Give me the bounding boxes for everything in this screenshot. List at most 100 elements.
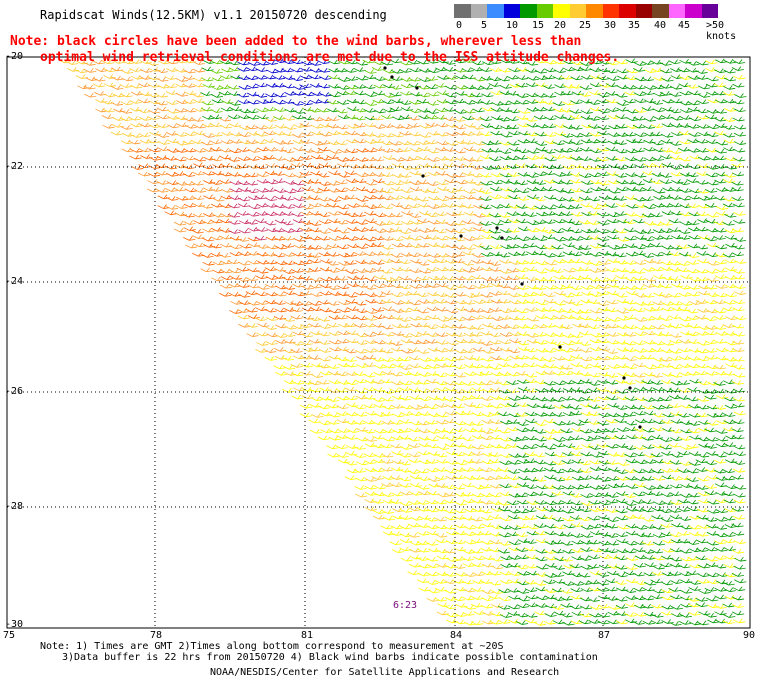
wind-barb — [454, 500, 468, 506]
wind-barb — [624, 227, 637, 233]
wind-barb — [679, 90, 692, 96]
wind-barb — [255, 291, 268, 297]
wind-barb — [669, 491, 682, 497]
wind-barb — [364, 442, 377, 448]
wind-barb — [156, 77, 169, 82]
wind-barb — [687, 356, 700, 361]
wind-barb — [542, 434, 555, 440]
wind-barb — [192, 170, 205, 176]
wind-barb — [489, 346, 503, 352]
wind-barb — [407, 227, 421, 232]
wind-barb — [535, 556, 548, 562]
wind-barb — [623, 98, 636, 104]
wind-barb — [471, 124, 484, 130]
wind-barb — [434, 298, 447, 304]
wind-barb — [453, 546, 467, 552]
wind-barb — [229, 251, 242, 256]
wind-barb — [416, 500, 429, 505]
wind-barb — [516, 299, 529, 304]
wind-barb — [219, 218, 232, 224]
wind-barb — [435, 155, 449, 161]
wind-barb — [596, 365, 610, 370]
wind-barb — [624, 90, 637, 96]
wind-barb — [615, 59, 629, 65]
wind-barb — [543, 370, 556, 375]
wind-barb — [426, 571, 439, 577]
wind-barb — [417, 506, 430, 512]
wind-barb — [183, 155, 196, 161]
wind-barb — [642, 404, 655, 410]
wind-barb — [353, 212, 366, 217]
wind-barb — [382, 180, 395, 186]
wind-barb — [156, 106, 169, 112]
wind-barb — [553, 196, 566, 202]
wind-barb — [713, 315, 727, 320]
wind-barb — [560, 132, 573, 138]
wind-barb — [408, 235, 422, 241]
wind-barb — [353, 84, 366, 89]
wind-barb — [102, 107, 115, 113]
wind-barb — [453, 148, 466, 154]
wind-barb — [517, 386, 531, 392]
wind-barb — [390, 258, 403, 264]
wind-barb — [696, 276, 709, 282]
wind-barb — [345, 186, 358, 192]
wind-barb — [642, 324, 656, 330]
wind-barb — [167, 108, 180, 114]
wind-barb — [641, 540, 655, 546]
wind-barb — [615, 619, 629, 625]
wind-barb — [533, 196, 546, 202]
wind-barb — [715, 211, 728, 216]
wind-barb — [623, 347, 637, 352]
wind-barb — [651, 156, 665, 161]
wind-barb — [337, 284, 350, 290]
wind-barb — [543, 132, 557, 137]
wind-barb — [247, 164, 260, 169]
wind-barb — [668, 227, 681, 232]
color-scale-swatch — [685, 4, 702, 18]
wind-barb — [481, 259, 494, 265]
wind-barb — [443, 524, 456, 530]
wind-barb — [463, 307, 477, 313]
wind-barb — [641, 507, 654, 513]
wind-barb — [427, 364, 440, 369]
wind-barb — [624, 268, 638, 274]
wind-barb — [668, 356, 682, 361]
wind-barb — [95, 98, 108, 103]
wind-barb — [353, 115, 366, 121]
wind-barb — [310, 116, 323, 122]
pass-time-label: 6:23 — [393, 600, 418, 611]
wind-barb — [543, 210, 556, 216]
wind-barb — [588, 90, 601, 95]
wind-barb — [472, 284, 486, 289]
wind-barb — [731, 66, 744, 71]
wind-barb — [435, 483, 448, 488]
wind-barb — [272, 178, 286, 183]
wind-barb — [669, 500, 683, 505]
wind-barb — [390, 186, 403, 192]
wind-barb — [265, 244, 279, 250]
wind-barb — [561, 395, 574, 401]
wind-barb — [642, 397, 655, 402]
wind-barb — [418, 268, 432, 274]
wind-barb — [480, 380, 493, 386]
wind-barb — [535, 586, 548, 592]
wind-barb — [506, 59, 520, 64]
wind-barb — [354, 138, 367, 144]
wind-barb — [632, 147, 645, 153]
wind-barb — [371, 203, 384, 209]
wind-barb — [443, 107, 456, 112]
wind-barb — [409, 268, 422, 273]
wind-barb — [407, 347, 420, 352]
wind-barb — [417, 388, 430, 393]
wind-barb — [706, 242, 719, 248]
wind-barb — [265, 146, 278, 152]
wind-barb — [634, 108, 647, 113]
wind-barb — [625, 484, 639, 489]
wind-barb — [328, 428, 342, 434]
wind-barb — [535, 514, 549, 520]
wind-barb — [344, 450, 358, 456]
wind-barb — [434, 228, 447, 234]
wind-barb — [489, 364, 502, 370]
wind-barb — [364, 339, 377, 344]
